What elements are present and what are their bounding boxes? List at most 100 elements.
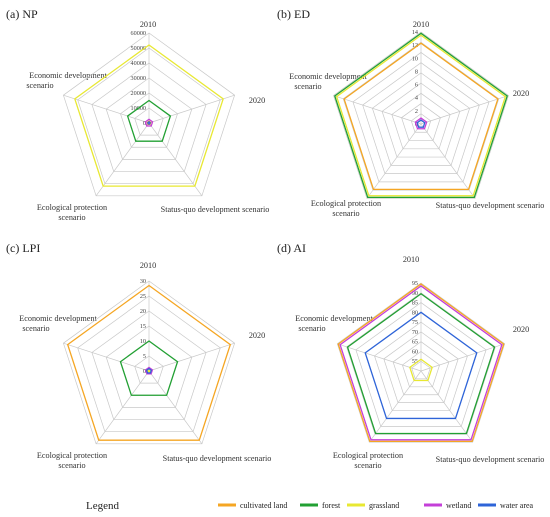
svg-text:scenario: scenario (58, 461, 85, 470)
tick-label: 95 (412, 280, 418, 287)
tick-label: 25 (140, 293, 146, 300)
panel-title: (c) LPI (6, 241, 40, 255)
panel-ai: (d) AI 2010 2020 Status-quo development … (277, 241, 544, 470)
tick-label: 6 (415, 82, 418, 89)
grid-spoke (95, 370, 150, 445)
tick-label: 70 (412, 329, 418, 336)
panel-title: (a) NP (6, 7, 38, 21)
grid-ring (391, 92, 451, 150)
grid-spoke (95, 122, 150, 197)
grid-spoke (420, 123, 476, 199)
grid-ring (401, 103, 441, 141)
tick-label: 12 (412, 42, 418, 49)
grid-ring (374, 321, 468, 411)
series-wetland (144, 366, 154, 375)
tick-label: 0 (143, 368, 146, 375)
series-forest (126, 99, 172, 142)
svg-text:Ecological protection: Ecological protection (37, 203, 107, 212)
series-forest (119, 340, 179, 396)
grid-ring (383, 331, 459, 403)
tick-label: 0 (143, 120, 146, 127)
axis-label-ecological: Ecological protection scenario (37, 451, 107, 470)
axis-label-economic: Economic development scenario (295, 314, 373, 333)
grid-ring (336, 282, 506, 443)
tick-label: 30000 (131, 75, 146, 82)
axis-label-status-quo: Status-quo development scenario (436, 201, 545, 210)
grid-ring (91, 62, 207, 172)
svg-text:scenario: scenario (26, 81, 53, 90)
axis-label-2010: 2010 (140, 20, 156, 29)
series-cultivated-land (66, 284, 232, 441)
tick-label: 60000 (131, 30, 146, 37)
axis-label-status-quo: Status-quo development scenario (163, 454, 272, 463)
axis-label-ecological: Ecological protection scenario (333, 451, 403, 470)
axis-label-2020: 2020 (513, 325, 529, 334)
series-grassland (335, 34, 507, 197)
series-forest (346, 292, 496, 435)
tick-label: 20000 (131, 90, 146, 97)
axis-label-2010: 2010 (413, 20, 429, 29)
axis-label-2010: 2010 (403, 255, 419, 264)
series-wetland (144, 118, 154, 127)
svg-text:scenario: scenario (354, 461, 381, 470)
tick-label: 50000 (131, 45, 146, 52)
grid-spoke (420, 343, 505, 372)
grid-ring (105, 325, 193, 408)
panel-ed: (b) ED 2010 2020 Status-quo development … (277, 7, 544, 218)
legend-label: grassland (369, 501, 399, 510)
svg-text:Economic development: Economic development (29, 71, 107, 80)
axis-label-2010: 2010 (140, 261, 156, 270)
tick-label: 30 (140, 278, 146, 285)
axis-label-2020: 2020 (249, 331, 265, 340)
panel-lpi: (c) LPI 2010 2020 Status-quo development… (6, 241, 271, 470)
grid-ring (352, 52, 490, 183)
svg-text:Economic development: Economic development (289, 72, 367, 81)
grid-ring (120, 92, 178, 148)
tick-label: 40000 (131, 60, 146, 67)
legend-label: forest (322, 501, 341, 510)
tick-label: 14 (412, 29, 418, 36)
svg-text:Ecological protection: Ecological protection (311, 199, 381, 208)
legend: Legend cultivated land forest grassland wet… (86, 500, 534, 512)
legend-item-wetland: wetland (424, 501, 471, 510)
tick-label: 20 (140, 308, 146, 315)
grid-ring (77, 47, 221, 185)
grid-ring (392, 341, 450, 396)
grid-ring (410, 113, 432, 133)
grid-spoke (368, 370, 422, 443)
grid-spoke (420, 95, 509, 125)
tick-label: 4 (415, 95, 418, 102)
grid-spoke (148, 370, 203, 445)
svg-text:Ecological protection: Ecological protection (37, 451, 107, 460)
grid-spoke (337, 343, 422, 372)
grid-ring (401, 351, 441, 388)
tick-label: 10 (412, 55, 418, 62)
tick-label: 60 (412, 348, 418, 355)
series-cultivated-land (343, 42, 499, 191)
legend-item-forest: forest (300, 501, 341, 510)
axis-label-2020: 2020 (513, 89, 529, 98)
series-wetland (414, 117, 428, 130)
axis-label-economic: Economic development scenario (26, 71, 107, 90)
grid-spoke (148, 122, 203, 197)
svg-text:scenario: scenario (294, 82, 321, 91)
legend-item-water-area: water area (478, 501, 534, 510)
series-water-area (416, 119, 426, 128)
grid-ring (342, 41, 500, 191)
grid-spoke (63, 94, 150, 124)
grid-ring (77, 295, 221, 433)
tick-label: 55 (412, 358, 418, 365)
grid-ring (346, 292, 496, 435)
legend-item-cultivated-land: cultivated land (218, 501, 287, 510)
grid-spoke (63, 342, 150, 372)
grid-spoke (148, 94, 235, 124)
series-wetland (339, 285, 503, 441)
tick-label: 15 (140, 323, 146, 330)
svg-text:Economic development: Economic development (295, 314, 373, 323)
grid-ring (411, 360, 431, 380)
tick-label: 8 (415, 68, 418, 75)
tick-label: 80 (412, 309, 418, 316)
panel-title: (d) AI (277, 241, 306, 255)
legend-label: water area (500, 501, 534, 510)
tick-label: 5 (143, 353, 146, 360)
